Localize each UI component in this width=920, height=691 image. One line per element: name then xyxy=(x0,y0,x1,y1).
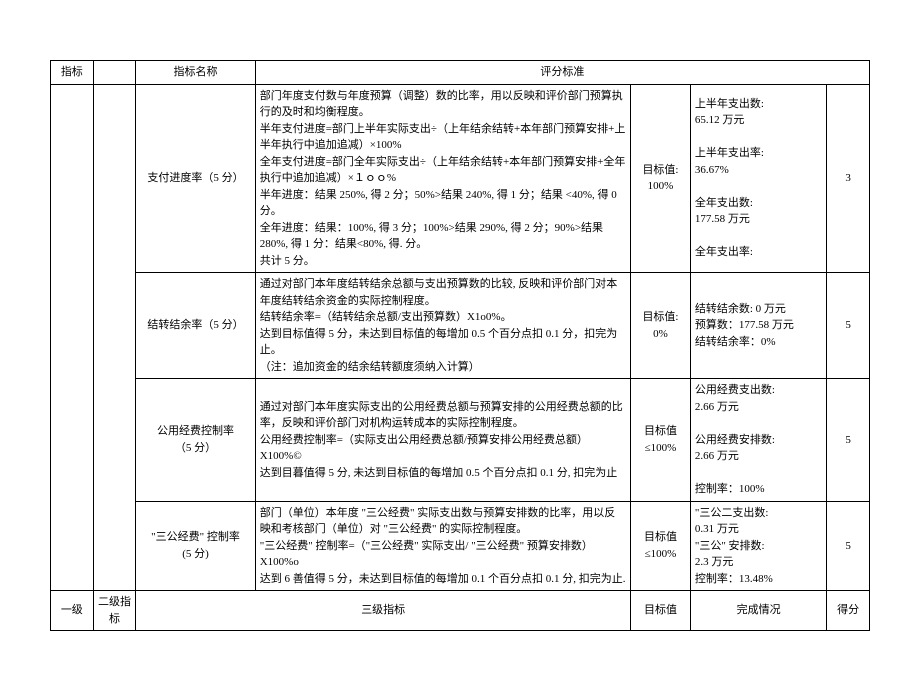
target-cell: 目标值: 100% xyxy=(631,84,691,273)
target-cell: 目标值 ≤100% xyxy=(631,501,691,591)
target-cell: 目标值 ≤100% xyxy=(631,379,691,502)
score-cell: 5 xyxy=(827,501,870,591)
criteria-cell: 通过对部门本年度结转结余总额与支出预算数的比较, 反映和评价部门对本年度结转结余… xyxy=(255,273,630,379)
hdr-criteria: 评分标准 xyxy=(255,61,869,85)
hdr-indicator: 指标 xyxy=(51,61,94,85)
footer-row: 一级 二级指标 三级指标 目标值 完成情况 得分 xyxy=(51,591,870,631)
status-cell: 上半年支出数: 65.12 万元 上半年支出率: 36.67% 全年支出数: 1… xyxy=(690,84,827,273)
footer-score: 得分 xyxy=(827,591,870,631)
score-cell: 5 xyxy=(827,273,870,379)
table-row: 结转结余率（5 分） 通过对部门本年度结转结余总额与支出预算数的比较, 反映和评… xyxy=(51,273,870,379)
score-cell: 5 xyxy=(827,379,870,502)
level1-cell xyxy=(51,84,94,591)
criteria-cell: 通过对部门本年度实际支出的公用经费总额与预算安排的公用经费总额的比率，反映和评价… xyxy=(255,379,630,502)
status-cell: 结转结余数: 0 万元 预算数：177.58 万元 结转结余率：0% xyxy=(690,273,827,379)
criteria-cell: 部门年度支付数与年度预算（调整）数的比率，用以反映和评价部门预算执行的及时和均衡… xyxy=(255,84,630,273)
footer-target: 目标值 xyxy=(631,591,691,631)
status-cell: "三公二支出数: 0.31 万元 "三公" 安排数: 2.3 万元 控制率：13… xyxy=(690,501,827,591)
indicator-name: 支付进度率（5 分） xyxy=(136,84,255,273)
indicator-name: 结转结余率（5 分） xyxy=(136,273,255,379)
evaluation-table: 指标 指标名称 评分标准 支付进度率（5 分） 部门年度支付数与年度预算（调整）… xyxy=(50,60,870,631)
indicator-name: 公用经费控制率（5 分） xyxy=(136,379,255,502)
footer-level1: 一级 xyxy=(51,591,94,631)
hdr-name: 指标名称 xyxy=(136,61,255,85)
status-cell: 公用经费支出数: 2.66 万元 公用经费安排数: 2.66 万元 控制率：10… xyxy=(690,379,827,502)
header-row: 指标 指标名称 评分标准 xyxy=(51,61,870,85)
table-row: 支付进度率（5 分） 部门年度支付数与年度预算（调整）数的比率，用以反映和评价部… xyxy=(51,84,870,273)
criteria-cell: 部门（单位）本年度 "三公经费" 实际支出数与预算安排数的比率，用以反映和考核部… xyxy=(255,501,630,591)
hdr-blank xyxy=(93,61,136,85)
footer-level3: 三级指标 xyxy=(136,591,631,631)
target-cell: 目标值: 0% xyxy=(631,273,691,379)
score-cell: 3 xyxy=(827,84,870,273)
table-row: "三公经费" 控制率 (5 分) 部门（单位）本年度 "三公经费" 实际支出数与… xyxy=(51,501,870,591)
footer-status: 完成情况 xyxy=(690,591,827,631)
table-row: 公用经费控制率（5 分） 通过对部门本年度实际支出的公用经费总额与预算安排的公用… xyxy=(51,379,870,502)
level2-cell xyxy=(93,84,136,591)
indicator-name: "三公经费" 控制率 (5 分) xyxy=(136,501,255,591)
footer-level2: 二级指标 xyxy=(93,591,136,631)
